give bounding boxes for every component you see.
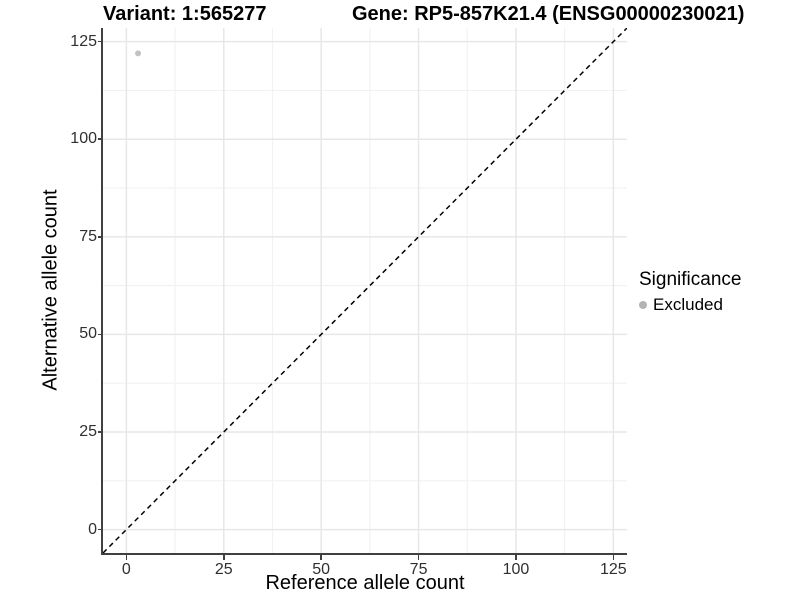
x-tick-mark xyxy=(417,555,420,560)
y-tick-mark xyxy=(98,431,103,433)
legend-items: Excluded xyxy=(639,295,741,315)
data-point xyxy=(135,50,142,57)
legend-item: Excluded xyxy=(639,295,741,315)
x-tick-label: 0 xyxy=(121,561,131,578)
legend-item-label: Excluded xyxy=(653,295,723,314)
identity-line xyxy=(103,28,627,553)
x-tick-label: 100 xyxy=(502,561,530,578)
y-axis-title: Alternative allele count xyxy=(39,189,62,391)
x-tick-label: 75 xyxy=(409,561,428,578)
y-tick-label: 50 xyxy=(79,325,97,343)
plot-panel xyxy=(103,28,627,553)
gene-title: Gene: RP5-857K21.4 (ENSG00000230021) xyxy=(352,3,745,25)
x-tick-label: 50 xyxy=(312,561,331,578)
x-axis-title: Reference allele count xyxy=(265,572,465,594)
y-tick-label: 75 xyxy=(79,227,97,245)
y-tick-label: 0 xyxy=(88,520,97,538)
y-tick-mark xyxy=(98,138,103,141)
y-tick-label: 100 xyxy=(70,130,97,148)
y-tick-mark xyxy=(98,236,103,238)
x-tick-mark xyxy=(222,555,225,560)
x-tick-mark xyxy=(125,555,128,560)
x-tick-label: 125 xyxy=(600,561,627,578)
x-tick-mark xyxy=(612,555,615,560)
y-tick-mark xyxy=(98,333,103,336)
x-axis-line xyxy=(101,553,627,555)
y-axis-line xyxy=(101,28,103,555)
x-tick-mark xyxy=(515,555,517,560)
variant-title: Variant: 1:565277 xyxy=(103,3,267,25)
y-tick-mark xyxy=(98,40,103,43)
legend-point-swatch-icon xyxy=(639,301,647,309)
y-tick-label: 25 xyxy=(79,422,97,440)
x-tick-mark xyxy=(320,555,322,560)
x-tick-label: 25 xyxy=(214,561,233,578)
y-tick-label: 125 xyxy=(70,32,97,50)
legend-title: Significance xyxy=(639,269,742,290)
legend: Significance Excluded xyxy=(639,269,741,315)
y-tick-mark xyxy=(98,528,103,531)
